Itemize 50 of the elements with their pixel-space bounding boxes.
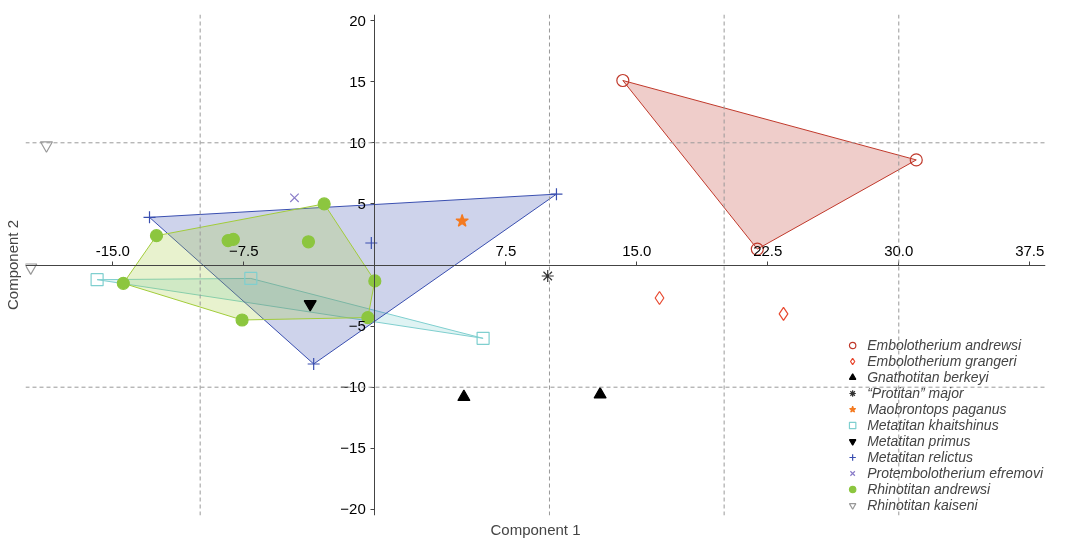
point [301,235,316,249]
point [476,331,490,345]
x-tick-label: 30.0 [884,242,914,259]
point [25,263,38,275]
x-tick-label: 15.0 [622,242,652,259]
point [317,197,331,211]
point [307,357,321,371]
y-tick-label: −20 [340,500,366,518]
point [593,387,607,399]
y-tick-label: −15 [340,439,366,457]
x-axis-title: Component 1 [490,520,581,538]
legend-label: Rhinotitan andrewsi [867,481,991,497]
legend-label: Metatitan khaitshinus [867,417,999,433]
x-tick-label: 22.5 [753,242,783,259]
point [541,269,555,283]
y-tick-label: 20 [349,11,366,29]
point [90,273,104,287]
y-tick-label: 10 [349,133,366,151]
point [142,210,157,224]
point [289,192,300,203]
legend-label: Protembolotherium efremovi [867,465,1043,481]
y-tick-label: −5 [348,317,366,335]
y-tick-label: 15 [349,72,366,90]
point [149,229,164,243]
legend-label: Maobrontops paganus [867,401,1007,417]
legend-label: “Protitan” major [867,385,964,401]
legend-label: Embolotherium andrewsi [867,337,1022,353]
point [778,306,789,321]
x-tick-label: 37.5 [1015,242,1045,259]
point [616,73,630,88]
legend-label: Metatitan relictus [867,449,973,465]
point [455,213,469,227]
point [235,313,249,327]
x-tick-label: -15.0 [95,242,130,259]
legend-label: Metatitan primus [867,433,971,449]
point [549,187,564,201]
y-tick-label: −10 [340,378,366,396]
point [368,274,382,288]
point [457,389,471,402]
legend-label: Gnathotitan berkeyi [867,369,989,385]
point [909,153,923,167]
x-tick-label: 7.5 [495,242,517,259]
point [39,141,54,153]
point [364,236,378,250]
point [244,271,258,286]
x-tick-label: −7.5 [229,242,259,259]
legend-label: Embolotherium grangeri [867,353,1017,369]
point [116,276,130,290]
y-axis-title: Component 2 [3,219,21,311]
legend-label: Rhinotitan kaiseni [867,497,978,513]
